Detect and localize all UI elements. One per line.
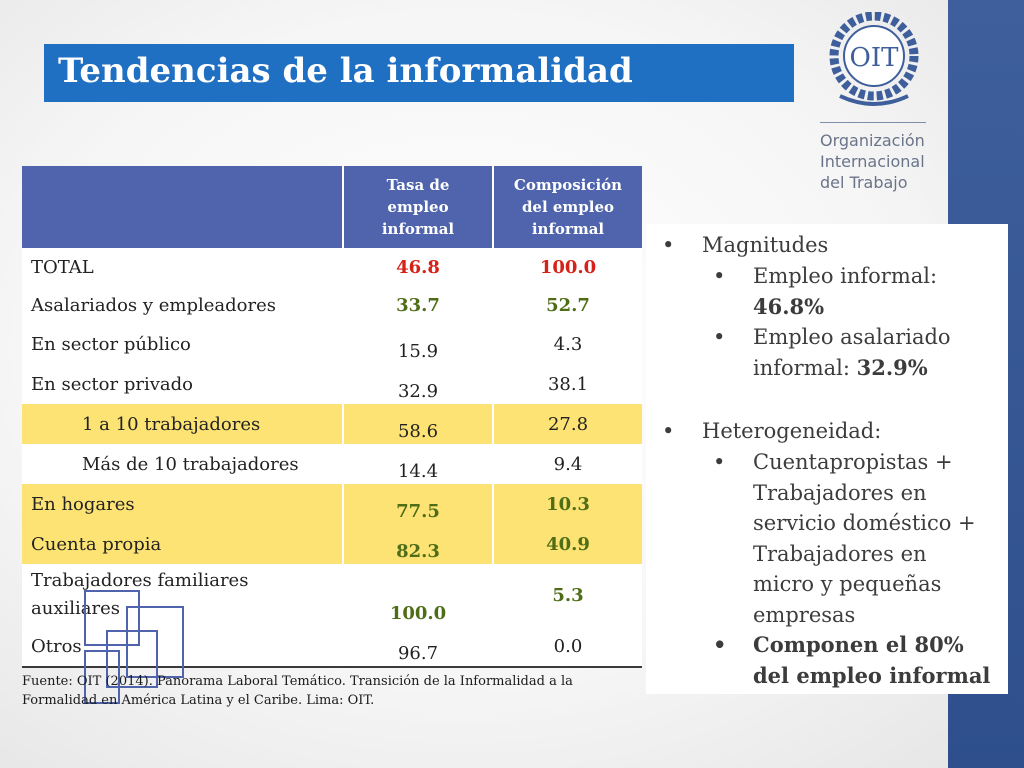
page-title: Tendencias de la informalidad (58, 51, 633, 91)
bullet-empleo-informal: Empleo informal: 46.8% (713, 261, 951, 322)
table-row: En hogares 77.5 10.3 (22, 484, 642, 524)
cuentapropistas-line-4: Trabajadores en (753, 541, 927, 566)
title-banner: Tendencias de la informalidad (44, 44, 794, 102)
logo-text: OIT (850, 43, 900, 73)
cuentapropistas-line-3: servicio doméstico + (753, 511, 976, 535)
header-tasa-line-3: informal (381, 220, 455, 238)
bullet-heterogeneidad: Heterogeneidad: (662, 416, 881, 447)
decorative-square (126, 606, 184, 678)
row-label: En sector público (22, 324, 344, 364)
table-row: Asalariados y empleadores 33.7 52.7 (22, 286, 642, 324)
empleo-asalariado-line-1: Empleo asalariado (753, 325, 951, 349)
empleo-asalariado-prefix: informal: (753, 355, 857, 380)
bullet-componen: Componen el 80% del empleo informal (713, 630, 991, 691)
composicion-value: 4.3 (493, 324, 642, 364)
org-divider (820, 122, 926, 123)
decorative-square (84, 590, 140, 646)
source-line-2: Formalidad en América Latina y el Caribe… (22, 693, 375, 708)
source-line-1: Fuente: OIT (2014). Panorama Laboral Tem… (22, 674, 573, 689)
tasa-value: 58.6 (343, 404, 494, 444)
composicion-value: 100.0 (493, 248, 642, 286)
tasa-value: 33.7 (343, 286, 494, 324)
org-name-line-2: Internacional (820, 152, 925, 171)
org-name-line-3: del Trabajo (820, 173, 908, 192)
composicion-value: 5.3 (493, 564, 642, 626)
header-tasa: Tasa de empleo informal (343, 166, 494, 248)
header-tasa-line-1: Tasa de (386, 176, 450, 194)
composicion-value: 9.4 (493, 444, 642, 484)
composicion-value: 27.8 (493, 404, 642, 444)
composicion-value: 52.7 (493, 286, 642, 324)
row-label-line-2: auxiliares (31, 598, 120, 619)
cuentapropistas-line-6: empresas (753, 602, 856, 627)
row-label: En hogares (22, 484, 344, 524)
bullet-list-level1-b: Heterogeneidad: (662, 416, 881, 447)
decorative-square (84, 650, 120, 704)
bullet-empleo-asalariado: Empleo asalariado informal: 32.9% (713, 322, 951, 384)
empleo-asalariado-line-2: informal: 32.9% (753, 353, 951, 384)
row-label: TOTAL (22, 248, 344, 286)
header-composicion-line-1: Composición (513, 176, 623, 194)
composicion-value: 40.9 (493, 524, 642, 564)
header-composicion-line-3: informal (531, 220, 605, 238)
tasa-value: 46.8 (343, 248, 494, 286)
bullet-magnitudes: Magnitudes (662, 230, 828, 261)
composicion-value: 38.1 (493, 364, 642, 404)
composicion-value: 10.3 (493, 484, 642, 524)
row-label: Cuenta propia (22, 524, 344, 564)
source-citation: Fuente: OIT (2014). Panorama Laboral Tem… (22, 672, 622, 710)
tasa-value: 15.9 (343, 324, 494, 364)
row-label: Asalariados y empleadores (22, 286, 344, 324)
decorative-square (106, 630, 158, 688)
organization-name: Organización Internacional del Trabajo (820, 130, 945, 193)
tasa-value: 100.0 (343, 564, 494, 626)
bullet-list-heterogeneidad-sub: Cuentapropistas + Trabajadores en servic… (713, 447, 991, 691)
componen-line-2: del empleo informal (753, 662, 991, 688)
header-empty (22, 166, 344, 248)
row-label: Más de 10 trabajadores (22, 444, 344, 484)
table-row: En sector público 15.9 4.3 (22, 324, 642, 364)
row-label-line-1: Trabajadores familiares (31, 570, 249, 591)
table-header-row: Tasa de empleo informal Composición del … (22, 166, 642, 248)
oit-logo: OIT (829, 12, 919, 106)
composicion-value: 0.0 (493, 626, 642, 668)
tasa-value: 77.5 (343, 484, 494, 524)
bullet-list-magnitudes-sub: Empleo informal: 46.8% Empleo asalariado… (713, 261, 951, 384)
empleo-asalariado-value: 32.9% (856, 354, 928, 380)
header-composicion-line-2: del empleo (521, 198, 615, 216)
org-name-line-1: Organización (820, 131, 925, 150)
tasa-value: 32.9 (343, 364, 494, 404)
informality-table: Tasa de empleo informal Composición del … (22, 166, 642, 668)
table-row: En sector privado 32.9 38.1 (22, 364, 642, 404)
table-row: Cuenta propia 82.3 40.9 (22, 524, 642, 564)
componen-line-1: Componen el 80% (753, 632, 964, 657)
header-composicion: Composición del empleo informal (493, 166, 642, 248)
table-row: TOTAL 46.8 100.0 (22, 248, 642, 286)
cuentapropistas-line-5: micro y pequeñas (753, 572, 942, 596)
tasa-value: 82.3 (343, 524, 494, 564)
table-row: 1 a 10 trabajadores 58.6 27.8 (22, 404, 642, 444)
tasa-value: 96.7 (343, 626, 494, 668)
cuentapropistas-line-2: Trabajadores en (753, 480, 927, 505)
empleo-informal-prefix: Empleo informal: (753, 264, 938, 288)
empleo-informal-value: 46.8% (753, 293, 825, 319)
tasa-value: 14.4 (343, 444, 494, 484)
row-label: 1 a 10 trabajadores (22, 404, 344, 444)
header-tasa-line-2: empleo (387, 198, 449, 216)
bullet-cuentapropistas: Cuentapropistas + Trabajadores en servic… (713, 447, 990, 630)
table-row: Más de 10 trabajadores 14.4 9.4 (22, 444, 642, 484)
cuentapropistas-line-1: Cuentapropistas + (753, 450, 953, 474)
row-label: En sector privado (22, 364, 344, 404)
bullet-list-level1: Magnitudes (662, 230, 828, 261)
